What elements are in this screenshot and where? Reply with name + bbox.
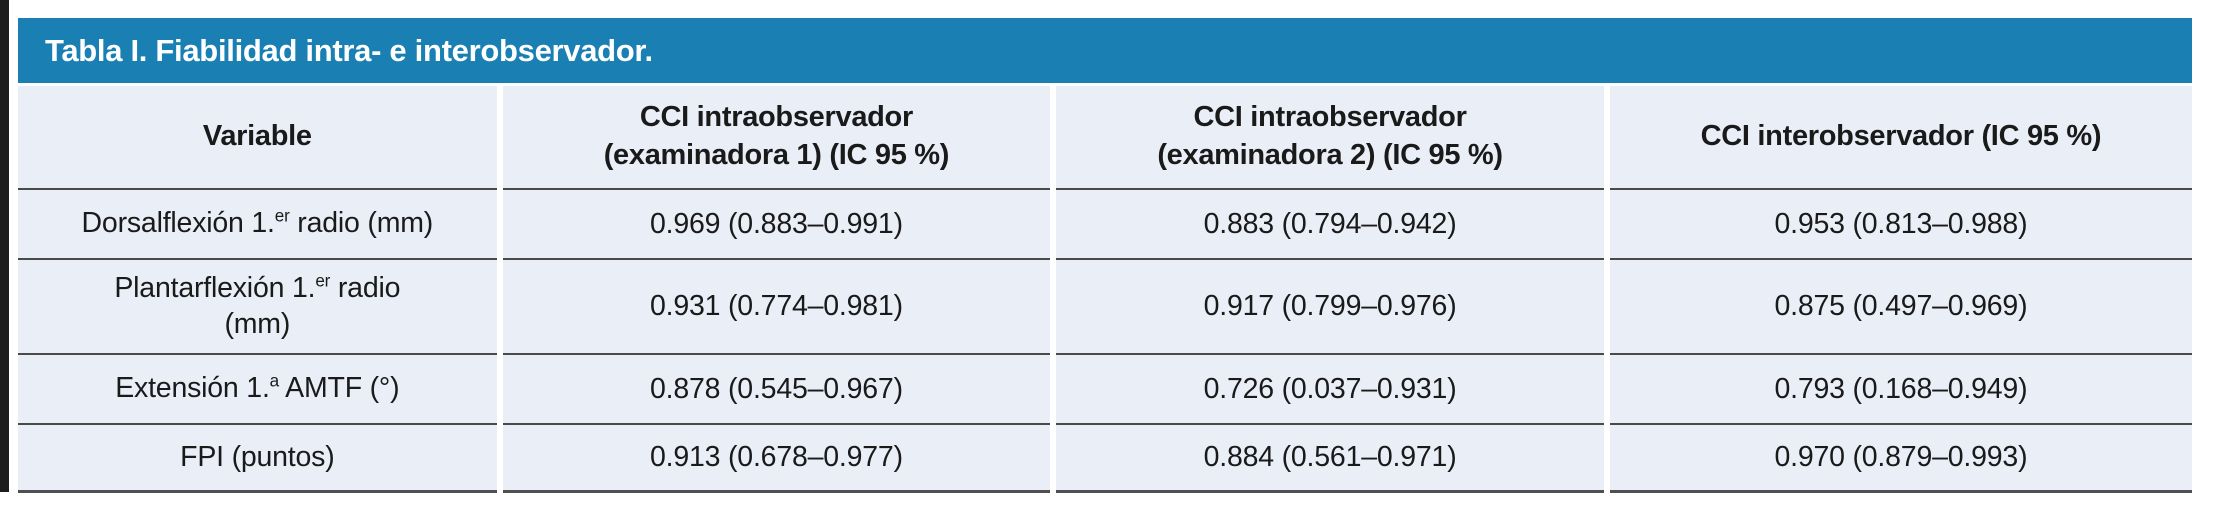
variable-text-post: radio (mm): [289, 207, 434, 240]
col-header-cci-intra-2: CCI intraobservador (examinadora 2) (IC …: [1056, 86, 1604, 188]
value-cell-inter: 0.793 (0.168–0.949): [1609, 353, 2192, 423]
table-row-extension: Extensión 1.a AMTF (°) 0.878 (0.545–0.96…: [18, 353, 2192, 423]
col-header-cci-intra-1: CCI intraobservador (examinadora 1) (IC …: [502, 86, 1051, 188]
value-cell-intra2: 0.883 (0.794–0.942): [1056, 188, 1604, 258]
header-line1: Variable: [202, 120, 312, 153]
variable-text-pre: FPI (puntos): [180, 440, 335, 473]
variable-superscript: er: [274, 206, 290, 226]
header-line2: (examinadora 2) (IC 95 %): [1157, 139, 1503, 171]
variable-label-line2: (mm): [224, 307, 291, 340]
header-line1: CCI interobservador (IC 95 %): [1700, 120, 2102, 153]
table-title: Tabla I. Fiabilidad intra- e interobserv…: [45, 32, 653, 68]
header-line2: (examinadora 1) (IC 95 %): [603, 139, 950, 171]
reliability-table: Variable CCI intraobservador (examinador…: [12, 86, 2198, 493]
table-figure: Tabla I. Fiabilidad intra- e interobserv…: [18, 18, 2192, 493]
value-cell-intra2: 0.726 (0.037–0.931): [1056, 353, 1604, 423]
variable-label: Extensión 1.a AMTF (°): [30, 371, 485, 407]
variable-label: FPI (puntos): [30, 440, 485, 476]
variable-text-post: AMTF (°): [278, 372, 400, 405]
variable-cell: Plantarflexión 1.er radio (mm): [18, 258, 497, 353]
table-row-dorsalflexion: Dorsalflexión 1.er radio (mm) 0.969 (0.8…: [18, 188, 2192, 258]
value-cell-intra2: 0.884 (0.561–0.971): [1056, 423, 1604, 493]
value-cell-inter: 0.970 (0.879–0.993): [1609, 423, 2192, 493]
variable-text-pre: Extensión 1.: [115, 372, 270, 405]
variable-cell: Extensión 1.a AMTF (°): [18, 353, 497, 423]
col-header-variable: Variable: [18, 86, 497, 188]
variable-superscript: a: [269, 371, 280, 391]
variable-text-pre: Dorsalflexión 1.: [81, 207, 275, 240]
table-title-bar: Tabla I. Fiabilidad intra- e interobserv…: [18, 18, 2192, 83]
value-cell-inter: 0.953 (0.813–0.988): [1609, 188, 2192, 258]
variable-label: Dorsalflexión 1.er radio (mm): [30, 206, 485, 242]
variable-cell: Dorsalflexión 1.er radio (mm): [18, 188, 497, 258]
value-cell-intra2: 0.917 (0.799–0.976): [1056, 258, 1604, 353]
variable-cell: FPI (puntos): [18, 423, 497, 493]
value-cell-intra1: 0.913 (0.678–0.977): [502, 423, 1051, 493]
header-line1: CCI intraobservador: [1193, 101, 1467, 134]
value-cell-inter: 0.875 (0.497–0.969): [1609, 258, 2192, 353]
variable-text-pre: Plantarflexión 1.: [114, 271, 316, 304]
col-header-cci-inter: CCI interobservador (IC 95 %): [1609, 86, 2192, 188]
variable-text-post: radio: [330, 271, 401, 304]
value-cell-intra1: 0.969 (0.883–0.991): [502, 188, 1051, 258]
value-cell-intra1: 0.931 (0.774–0.981): [502, 258, 1051, 353]
table-row-fpi: FPI (puntos) 0.913 (0.678–0.977) 0.884 (…: [18, 423, 2192, 493]
value-cell-intra1: 0.878 (0.545–0.967): [502, 353, 1051, 423]
variable-superscript: er: [315, 271, 331, 291]
header-row: Variable CCI intraobservador (examinador…: [18, 86, 2192, 188]
variable-label: Plantarflexión 1.er radio: [30, 271, 485, 307]
page-edge-artifact: [0, 0, 9, 492]
table-row-plantarflexion: Plantarflexión 1.er radio (mm) 0.931 (0.…: [18, 258, 2192, 353]
header-line1: CCI intraobservador: [639, 101, 913, 134]
